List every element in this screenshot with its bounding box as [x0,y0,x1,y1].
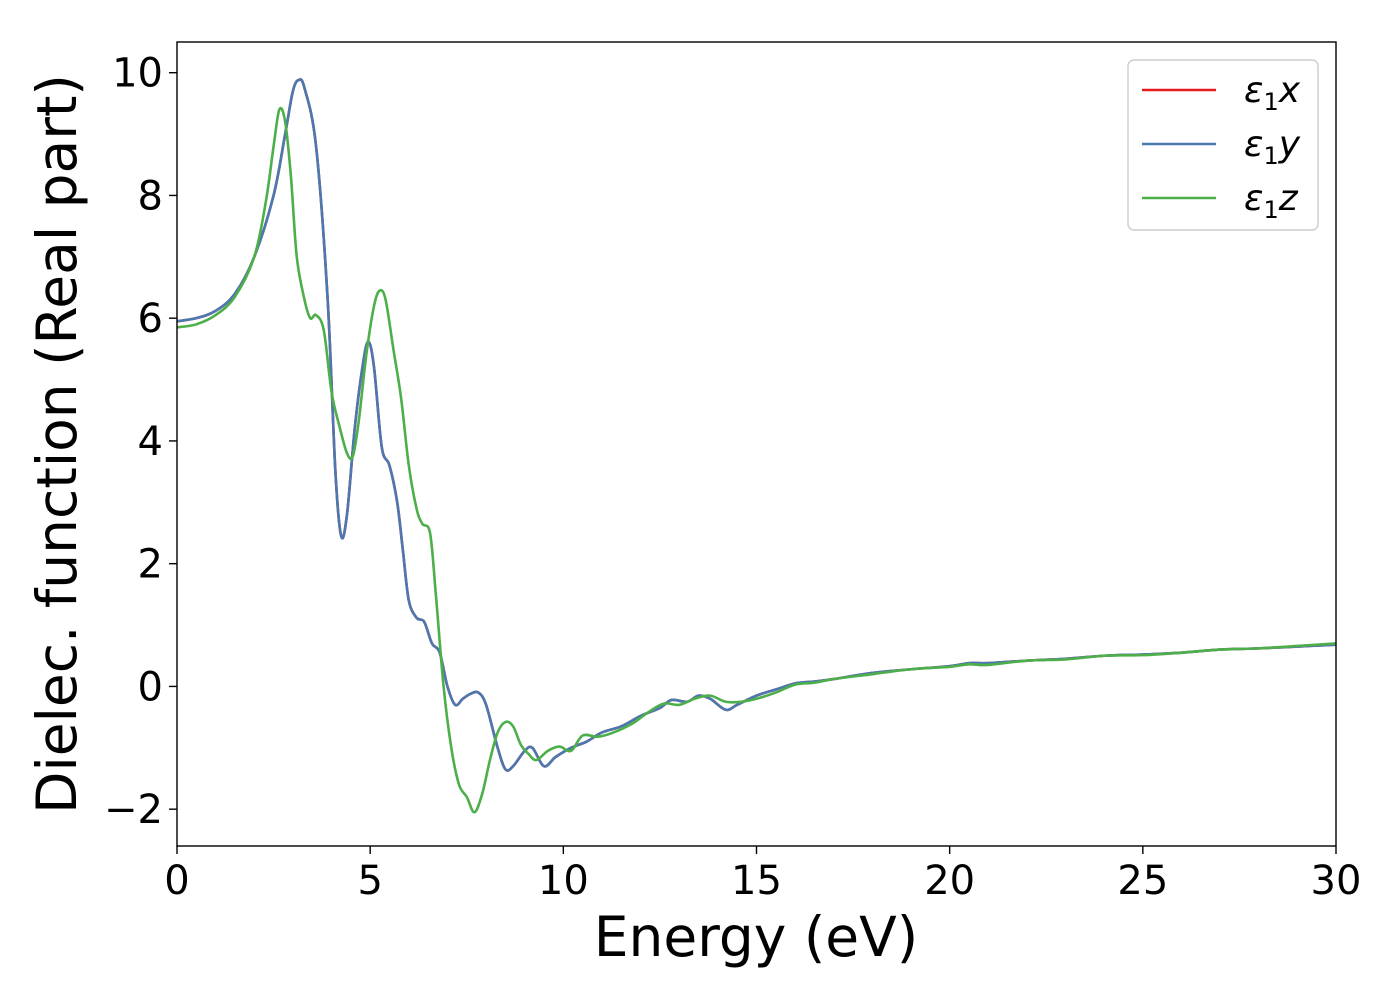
y-tick-label: −2 [104,787,163,833]
x-axis-label: Energy (eV) [594,905,918,969]
legend: ε1x ε1y ε1z [1127,59,1319,231]
legend-entries: ε1x ε1y ε1z [1142,70,1301,224]
y-axis-label: Dielec. function (Real part) [25,74,89,814]
x-tick-label: 20 [924,858,975,904]
y-tick-label: 0 [138,664,163,710]
y-tick-label: 6 [138,296,163,342]
x-tick-label: 15 [731,858,782,904]
x-tick-label: 5 [357,858,382,904]
y-tick-label: 2 [138,542,163,588]
series-layer [177,78,1336,814]
y-axis-ticks: −2 0 2 4 6 8 10 [104,51,177,833]
legend-label-y: ε1y [1244,124,1301,170]
x-tick-label: 30 [1311,858,1362,904]
series-line-z [177,106,1336,814]
x-tick-label: 0 [164,858,189,904]
y-tick-label: 8 [138,173,163,219]
legend-label-x: ε1x [1244,70,1301,116]
x-axis-ticks: 0 5 10 15 20 25 30 [164,846,1361,904]
legend-label-z: ε1z [1244,178,1299,224]
y-tick-label: 10 [112,51,163,97]
legend-box [1127,59,1319,231]
x-tick-label: 10 [538,858,589,904]
y-tick-label: 4 [138,419,163,465]
x-tick-label: 25 [1117,858,1168,904]
